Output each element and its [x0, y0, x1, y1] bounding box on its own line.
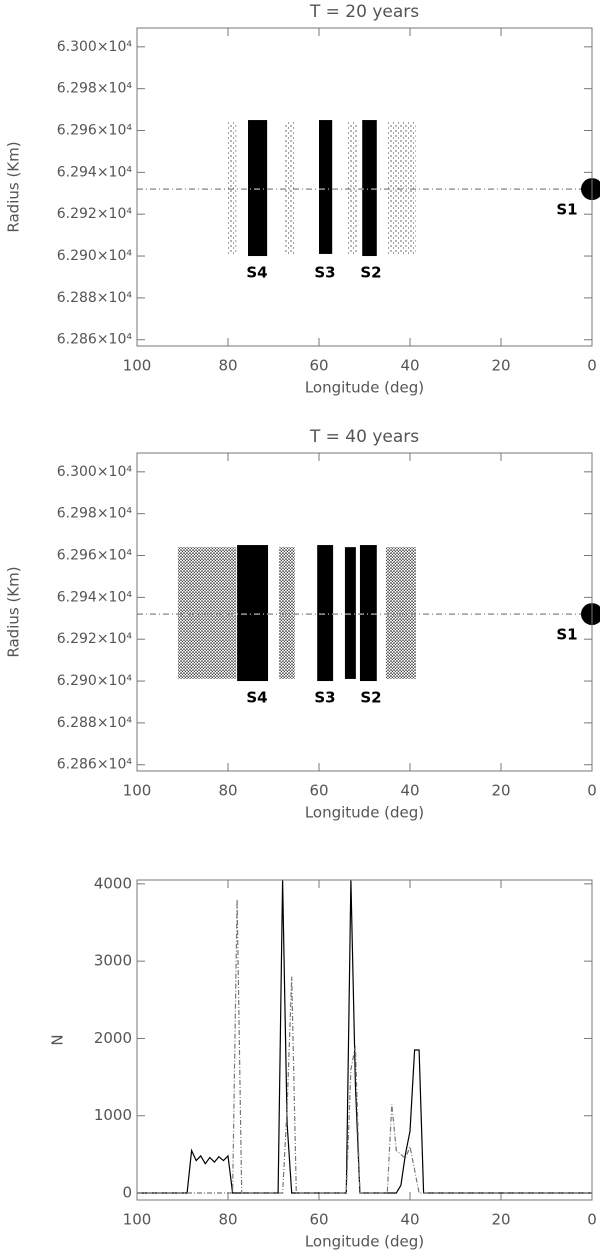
particle-band — [278, 547, 295, 679]
x-axis-label: Longitude (deg) — [305, 804, 424, 822]
y-tick-label: 6.288×10⁴ — [57, 715, 133, 731]
panel-title: T = 40 years — [309, 427, 419, 447]
x-tick-label: 100 — [123, 1211, 152, 1229]
particle-band — [283, 122, 295, 254]
x-tick-label: 100 — [123, 357, 152, 375]
y-tick-label: 6.296×10⁴ — [57, 123, 133, 139]
x-tick-label: 60 — [309, 1211, 328, 1229]
panel: T = 20 years Longitude (deg) Radius (Km) 10… — [5, 2, 600, 397]
particle-band — [319, 120, 333, 254]
y-tick-label: 6.296×10⁴ — [57, 548, 133, 564]
y-tick-label: 6.300×10⁴ — [57, 464, 133, 480]
y-tick-label: 6.290×10⁴ — [57, 248, 133, 264]
annotation: S1 — [556, 201, 577, 219]
y-axis-label: N — [49, 1034, 67, 1045]
particle-band — [228, 122, 237, 254]
y-tick-label: 6.298×10⁴ — [57, 81, 133, 97]
x-tick-label: 0 — [587, 782, 597, 800]
y-tick-label: 1000 — [94, 1106, 132, 1124]
x-tick-label: 0 — [587, 1211, 597, 1229]
y-tick-label: 6.292×10⁴ — [57, 631, 133, 647]
particle-band — [237, 545, 269, 682]
y-tick-label: 4000 — [94, 874, 132, 892]
y-tick-label: 2000 — [94, 1029, 132, 1047]
y-tick-label: 6.298×10⁴ — [57, 506, 133, 522]
particle-band — [387, 122, 416, 254]
x-tick-label: 40 — [400, 1211, 419, 1229]
satellite — [581, 178, 600, 201]
particle-band — [347, 122, 358, 254]
y-tick-label: 6.288×10⁴ — [57, 290, 133, 306]
x-axis-label: Longitude (deg) — [305, 379, 424, 397]
y-tick-label: 6.286×10⁴ — [57, 757, 133, 773]
satellite — [581, 603, 600, 626]
particle-band — [359, 545, 377, 682]
annotation: S4 — [246, 689, 267, 707]
x-tick-label: 0 — [587, 357, 597, 375]
data-line — [137, 899, 592, 1194]
annotation: S1 — [556, 626, 577, 644]
y-tick-label: 6.286×10⁴ — [57, 332, 133, 348]
y-tick-label: 0 — [122, 1184, 132, 1202]
x-tick-label: 80 — [218, 357, 237, 375]
plot-frame — [136, 452, 593, 772]
y-tick-label: 6.292×10⁴ — [57, 206, 133, 222]
y-tick-label: 6.290×10⁴ — [57, 673, 133, 689]
particle-band — [362, 120, 377, 257]
y-tick-label: 3000 — [94, 952, 132, 970]
x-tick-label: 40 — [400, 782, 419, 800]
annotation: S3 — [314, 689, 335, 707]
plot-frame — [136, 27, 593, 347]
particle-band — [344, 547, 356, 679]
annotation: S3 — [314, 264, 335, 282]
y-tick-label: 6.294×10⁴ — [57, 589, 133, 605]
y-tick-label: 6.300×10⁴ — [57, 39, 133, 55]
x-tick-label: 20 — [491, 782, 510, 800]
data-line — [137, 879, 592, 1194]
particle-band — [248, 120, 268, 257]
x-tick-label: 20 — [491, 1211, 510, 1229]
x-tick-label: 100 — [123, 782, 152, 800]
x-tick-label: 60 — [309, 782, 328, 800]
panel: T = 40 years Longitude (deg) Radius (Km) 10… — [5, 427, 600, 822]
x-tick-label: 60 — [309, 357, 328, 375]
plot-frame — [136, 879, 593, 1201]
x-tick-label: 80 — [218, 782, 237, 800]
x-tick-label: 80 — [218, 1211, 237, 1229]
particle-band — [317, 545, 334, 682]
annotation: S4 — [246, 264, 267, 282]
particle-band — [385, 547, 416, 679]
x-tick-label: 40 — [400, 357, 419, 375]
particle-band — [177, 547, 237, 679]
y-axis-label: Radius (Km) — [5, 566, 23, 657]
x-tick-label: 20 — [491, 357, 510, 375]
annotation: S2 — [360, 689, 381, 707]
panel-title: T = 20 years — [309, 2, 419, 22]
x-axis-label: Longitude (deg) — [305, 1233, 424, 1251]
y-tick-label: 6.294×10⁴ — [57, 164, 133, 180]
y-axis-label: Radius (Km) — [5, 141, 23, 232]
annotation: S2 — [360, 264, 381, 282]
